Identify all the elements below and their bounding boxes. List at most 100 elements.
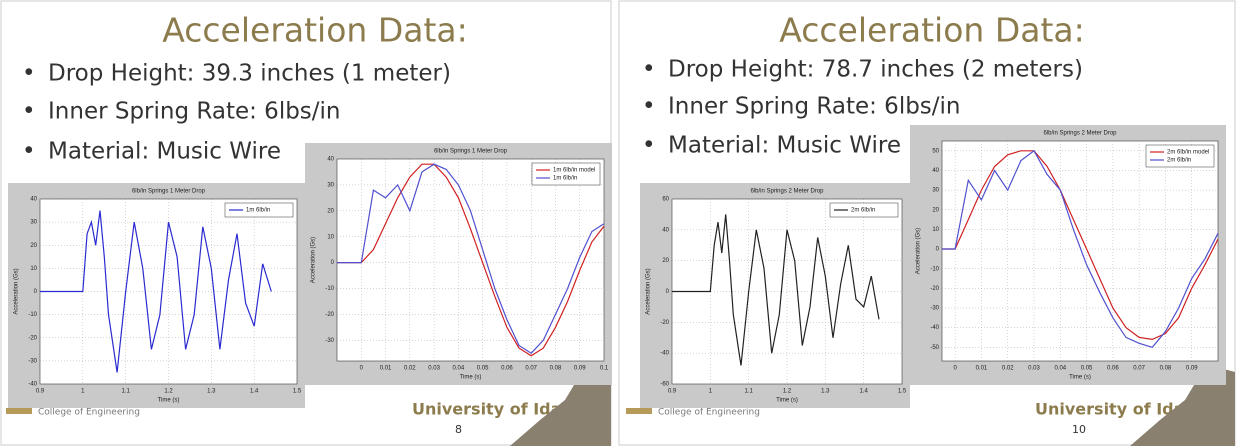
- x-tick-label: 1.4: [250, 389, 259, 395]
- legend-box: [829, 202, 899, 218]
- x-tick-label: 0: [953, 366, 957, 372]
- y-tick-label: -40: [930, 325, 939, 331]
- y-tick-label: -40: [660, 351, 669, 357]
- footer-university: University of Idaho: [1035, 400, 1207, 419]
- chart-title: 6lb/in Springs 2 Meter Drop: [750, 189, 824, 195]
- y-axis-label: Acceleration (Gs): [646, 268, 652, 314]
- plot-area: [941, 140, 1219, 362]
- series-line: [942, 149, 1219, 348]
- y-tick-label: 30: [327, 182, 334, 188]
- x-tick-label: 0.08: [550, 366, 562, 372]
- y-axis-label: Acceleration (Gs): [14, 268, 20, 314]
- x-tick-label: 1.2: [783, 389, 792, 395]
- x-tick-label: 1.1: [121, 389, 130, 395]
- x-tick-label: 0.9: [36, 389, 45, 395]
- x-tick-label: 0.1: [600, 366, 609, 372]
- y-tick-label: 40: [662, 227, 669, 233]
- y-tick-label: 40: [932, 168, 939, 174]
- x-tick-label: 0: [360, 366, 364, 372]
- bullet-dot: •: [642, 133, 656, 159]
- bullet-dot: •: [642, 94, 656, 120]
- y-tick-label: 30: [30, 220, 37, 226]
- y-tick-label: 20: [30, 243, 37, 249]
- chart-title: 6lb/in Springs 1 Meter Drop: [434, 149, 508, 155]
- bullet-dot: •: [22, 139, 36, 165]
- x-tick-label: 0.05: [477, 366, 489, 372]
- bullet: Inner Spring Rate: 6lbs/in: [48, 99, 341, 125]
- x-tick-label: 1.1: [744, 389, 753, 395]
- y-tick-label: -10: [28, 312, 37, 318]
- x-tick-label: 1.3: [207, 389, 216, 395]
- legend-label: 2m 6lb/in: [851, 208, 875, 214]
- footer-college: College of Engineering: [38, 408, 140, 418]
- page-number: 10: [1072, 423, 1086, 436]
- page-number: 8: [455, 423, 462, 436]
- charts: 6lb/in Springs 1 Meter Drop Time (s) Accel…: [8, 125, 1226, 408]
- slide-title: Acceleration Data:: [162, 11, 467, 50]
- y-tick-label: 30: [932, 188, 939, 194]
- series-line: [337, 163, 605, 354]
- y-tick-label: -30: [28, 358, 37, 364]
- y-tick-label: -30: [930, 306, 939, 312]
- y-tick-label: 40: [327, 157, 334, 163]
- series-line: [337, 163, 605, 357]
- bullet-dot: •: [22, 61, 36, 87]
- y-tick-label: 0: [331, 260, 335, 266]
- x-tick-label: 1: [81, 389, 85, 395]
- x-tick-label: 0.08: [1160, 366, 1172, 372]
- bullet: Material: Music Wire: [48, 139, 281, 165]
- chart-title: 6lb/in Springs 1 Meter Drop: [132, 189, 206, 195]
- x-tick-label: 1: [709, 389, 713, 395]
- y-tick-label: -40: [28, 382, 37, 388]
- footer-college: College of Engineering: [658, 408, 760, 418]
- series-line: [942, 150, 1219, 341]
- y-tick-label: 10: [327, 234, 334, 240]
- legend-box: [1145, 144, 1215, 168]
- x-tick-label: 0.04: [453, 366, 465, 372]
- x-tick-label: 0.04: [1054, 366, 1066, 372]
- y-tick-label: -30: [325, 338, 334, 344]
- x-tick-label: 0.01: [976, 366, 988, 372]
- y-tick-label: -20: [28, 335, 37, 341]
- x-tick-label: 1.2: [164, 389, 173, 395]
- footer-bar: [6, 408, 32, 414]
- y-tick-label: 60: [662, 197, 669, 203]
- bullet: Drop Height: 39.3 inches (1 meter): [48, 61, 451, 87]
- y-tick-label: 20: [932, 207, 939, 213]
- y-axis-label: Acceleration (Gs): [311, 237, 317, 283]
- series-line: [672, 214, 880, 366]
- x-tick-label: 0.05: [1081, 366, 1093, 372]
- y-tick-label: 50: [932, 148, 939, 154]
- x-tick-label: 0.02: [404, 366, 416, 372]
- x-axis-label: Time (s): [460, 375, 482, 381]
- y-tick-label: -20: [325, 312, 334, 318]
- x-tick-label: 0.9: [668, 389, 677, 395]
- x-tick-label: 0.03: [1028, 366, 1040, 372]
- bullet: Inner Spring Rate: 6lbs/in: [668, 94, 961, 120]
- x-tick-label: 0.02: [1002, 366, 1014, 372]
- x-tick-label: 0.09: [1186, 366, 1198, 372]
- x-tick-label: 1.5: [898, 389, 907, 395]
- x-tick-label: 0.06: [501, 366, 513, 372]
- series-line: [40, 210, 272, 373]
- x-tick-label: 0.07: [525, 366, 537, 372]
- legend-box: [224, 202, 294, 218]
- legend-box: [531, 162, 601, 186]
- building-photo: [510, 368, 611, 446]
- legend-label: 1m 6lb/in: [246, 208, 270, 214]
- plot-area: [336, 158, 605, 362]
- y-tick-label: -20: [930, 286, 939, 292]
- legend-label: 2m 6lb/in: [1167, 158, 1191, 164]
- y-tick-label: 0: [666, 289, 670, 295]
- x-tick-label: 0.06: [1107, 366, 1119, 372]
- y-tick-label: 40: [30, 197, 37, 203]
- y-tick-label: 20: [327, 208, 334, 214]
- y-tick-label: -10: [930, 266, 939, 272]
- legend-label: 2m 6lb/in model: [1167, 150, 1209, 156]
- bullet: Material: Music Wire: [668, 133, 901, 159]
- x-axis-label: Time (s): [1069, 375, 1091, 381]
- x-tick-label: 0.09: [574, 366, 586, 372]
- y-tick-label: 10: [932, 227, 939, 233]
- x-tick-label: 0.03: [428, 366, 440, 372]
- x-tick-label: 1.4: [859, 389, 868, 395]
